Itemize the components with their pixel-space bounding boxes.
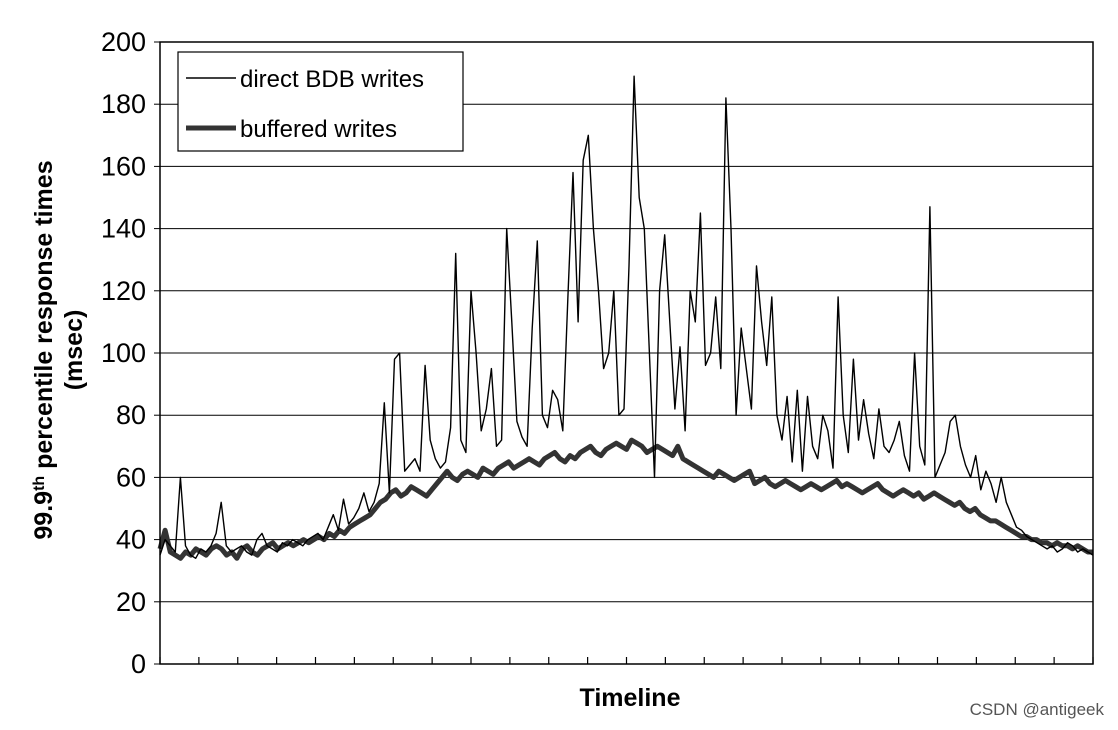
plot-frame [159,41,1094,665]
y-tick-label: 20 [116,587,146,617]
y-tick-label: 100 [101,338,146,368]
series-line-buffered-writes [157,437,1093,561]
x-axis-title: Timeline [580,684,681,712]
legend-box [177,51,464,152]
legend: direct BDB writes buffered writes [177,51,464,152]
y-tick-label: 200 [101,27,146,57]
y-axis-title: 99.9th percentile response times (msec) [30,160,88,539]
series-line-direct-bdb-writes [159,75,1094,559]
y-tick-label: 0 [131,649,146,679]
y-tick-label: 80 [116,400,146,430]
y-tick-label: 40 [116,525,146,555]
watermark-text: CSDN @antigeek [969,700,1104,719]
legend-label-direct: direct BDB writes [240,66,424,93]
y-axis-title-unit: (msec) [60,310,88,391]
x-tick-marks [159,657,1094,664]
y-axis-title-post: percentile response times [30,160,58,475]
y-axis-title-sup: th [31,476,48,491]
y-tick-label: 60 [116,462,146,492]
y-axis-title-pre: 99.9 [30,491,58,540]
y-tick-labels: 0 20 40 60 80 100 120 140 160 180 200 [101,27,160,679]
y-tick-label: 180 [101,89,146,119]
svg-text:99.9th percentile response tim: 99.9th percentile response times [30,160,58,539]
y-tick-label: 120 [101,276,146,306]
legend-label-buffered: buffered writes [240,116,397,143]
series-lines [157,75,1094,561]
y-tick-label: 160 [101,151,146,181]
y-tick-label: 140 [101,214,146,244]
